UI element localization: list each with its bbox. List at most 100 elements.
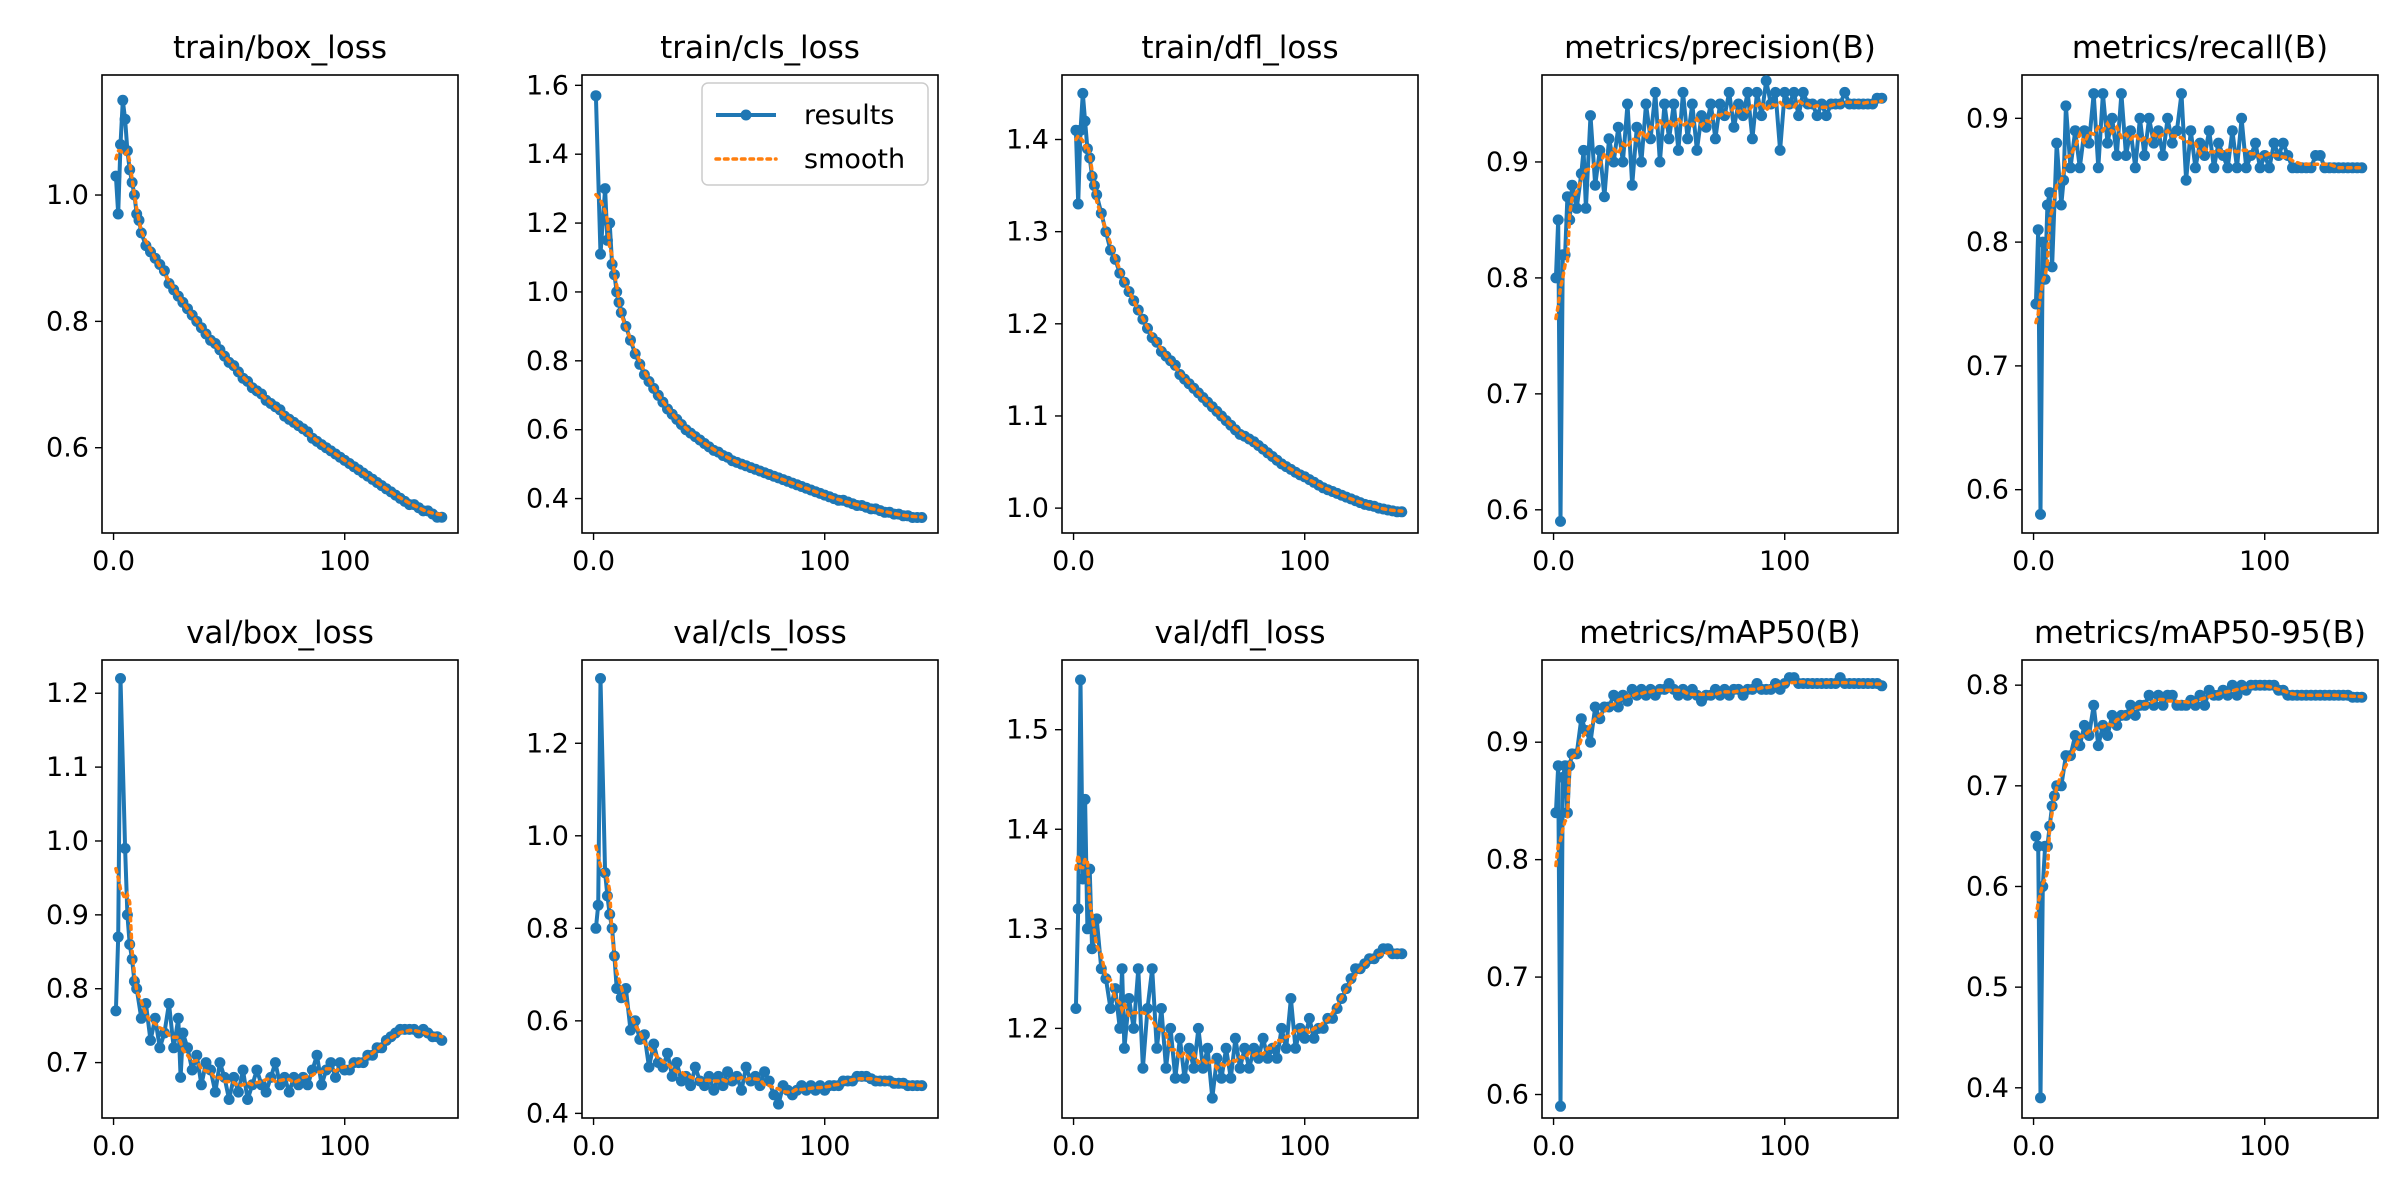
results-point <box>1075 674 1086 686</box>
results-point <box>2162 112 2174 124</box>
chart-panel: train/dfl_loss 0.0 100 1.0 1.1 1.2 1.3 1.4 <box>1006 30 1419 577</box>
x-tick-label: 100 <box>1279 546 1331 577</box>
results-point <box>1174 1032 1186 1044</box>
results-line <box>1553 78 1882 524</box>
results-point <box>1571 202 1583 214</box>
results-line <box>113 98 442 520</box>
y-tick-label: 1.1 <box>46 752 89 783</box>
panel-title: train/dfl_loss <box>1141 30 1338 66</box>
results-point <box>2088 88 2100 100</box>
y-tick-label: 0.5 <box>1966 972 2009 1003</box>
y-tick-label: 0.6 <box>1486 1080 1529 1111</box>
results-point <box>1635 156 1647 168</box>
results-point <box>2268 137 2280 149</box>
results-line <box>1553 675 1883 1109</box>
results-point <box>2041 199 2053 211</box>
results-point <box>1709 133 1721 145</box>
y-tick-label: 1.0 <box>46 826 89 857</box>
results-point <box>1594 713 1606 725</box>
results-point <box>1188 1062 1200 1074</box>
results-point <box>2231 162 2243 174</box>
y-tick-label: 1.6 <box>526 70 569 101</box>
results-point <box>1612 121 1624 133</box>
results-point <box>592 899 604 911</box>
results-point <box>2166 689 2178 701</box>
smooth-line <box>1074 854 1404 1071</box>
results-point <box>1555 1100 1566 1112</box>
results-point <box>117 94 129 106</box>
panel-title: val/box_loss <box>186 615 374 651</box>
results-point <box>2180 174 2192 186</box>
x-tick-label: 0.0 <box>1052 1131 1095 1162</box>
results-point <box>232 1086 244 1098</box>
chart-panel: metrics/mAP50-95(B) 0.0 100 0.4 0.5 0.6 0.7 0.8 <box>1966 615 2379 1162</box>
results-point <box>1308 1032 1320 1044</box>
y-tick-label: 0.7 <box>1966 771 2009 802</box>
y-tick-label: 0.6 <box>526 1006 569 1037</box>
y-tick-label: 1.4 <box>1006 125 1049 156</box>
results-point <box>436 1034 448 1046</box>
results-point <box>722 1066 734 1078</box>
results-point <box>1128 1022 1140 1034</box>
results-point <box>1105 1003 1116 1014</box>
results-point <box>1774 144 1786 156</box>
results-point <box>717 1080 729 1092</box>
y-tick-label: 1.4 <box>526 139 569 170</box>
x-tick-label: 100 <box>799 546 851 577</box>
results-point <box>2111 150 2123 161</box>
results-point <box>1566 179 1578 191</box>
results-point <box>1216 1072 1227 1084</box>
results-point <box>1086 943 1098 955</box>
y-tick-label: 1.2 <box>526 208 569 239</box>
results-point <box>140 998 152 1009</box>
y-tick-label: 0.8 <box>1486 263 1529 294</box>
results-point <box>1696 110 1707 122</box>
results-point <box>590 90 602 102</box>
x-tick-label: 100 <box>799 1131 851 1162</box>
legend-results-marker <box>740 109 752 121</box>
y-tick-label: 0.6 <box>46 433 89 464</box>
results-point <box>1151 1042 1163 1054</box>
results-point <box>1575 713 1587 725</box>
results-point <box>2314 150 2326 161</box>
results-point <box>163 998 175 1009</box>
results-point <box>736 1084 747 1096</box>
y-tick-label: 1.2 <box>46 678 89 709</box>
results-point <box>1617 156 1629 168</box>
results-point <box>2222 162 2234 174</box>
results-point <box>1550 272 1562 284</box>
results-point <box>2102 730 2113 741</box>
results-point <box>283 1086 295 1098</box>
y-tick-label: 1.0 <box>46 180 89 211</box>
results-point <box>2254 162 2266 174</box>
axes-frame <box>1541 74 1899 534</box>
results-point <box>2166 137 2178 149</box>
results-point <box>2074 162 2086 174</box>
smooth-line <box>114 147 444 517</box>
results-point <box>1733 98 1744 110</box>
y-tick-label: 1.5 <box>1006 715 1049 746</box>
y-tick-label: 0.6 <box>1486 495 1529 526</box>
results-point <box>191 1049 203 1061</box>
chart-panel: val/dfl_loss 0.0 100 1.2 1.3 1.4 1.5 <box>1006 615 1419 1162</box>
results-point <box>1280 1042 1292 1054</box>
panel-title: train/box_loss <box>173 30 387 66</box>
results-point <box>2199 699 2211 711</box>
results-point <box>1155 1003 1167 1014</box>
results-point <box>2226 125 2238 137</box>
results-point <box>195 1079 207 1091</box>
results-point <box>1608 689 1620 701</box>
results-point <box>1820 110 1832 122</box>
results-point <box>2078 125 2090 137</box>
x-tick-label: 0.0 <box>572 546 615 577</box>
results-point <box>759 1066 771 1078</box>
axes-frame <box>1061 74 1419 534</box>
smooth-line <box>1074 133 1404 513</box>
results-point <box>177 1027 189 1039</box>
results-point <box>2356 162 2368 174</box>
results-point <box>186 1064 198 1076</box>
results-point <box>1578 144 1590 156</box>
results-point <box>2208 162 2220 174</box>
results-point <box>2111 719 2123 731</box>
results-point <box>269 1057 281 1069</box>
